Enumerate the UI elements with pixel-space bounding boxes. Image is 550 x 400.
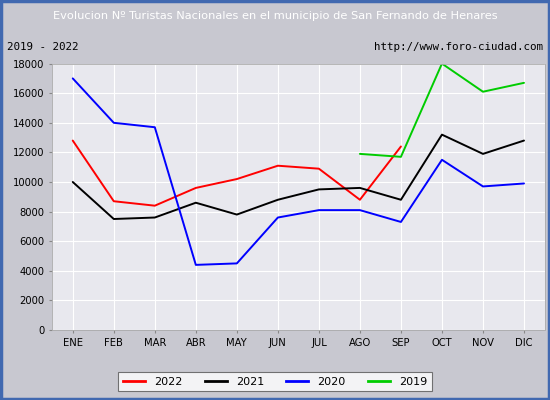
Legend: 2022, 2021, 2020, 2019: 2022, 2021, 2020, 2019 — [118, 372, 432, 391]
Text: Evolucion Nº Turistas Nacionales en el municipio de San Fernando de Henares: Evolucion Nº Turistas Nacionales en el m… — [53, 11, 497, 21]
Text: http://www.foro-ciudad.com: http://www.foro-ciudad.com — [375, 42, 543, 52]
Text: 2019 - 2022: 2019 - 2022 — [7, 42, 78, 52]
